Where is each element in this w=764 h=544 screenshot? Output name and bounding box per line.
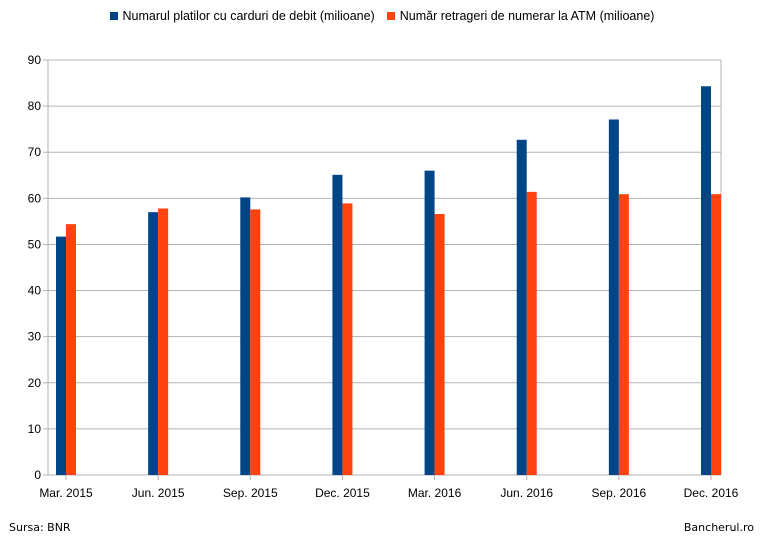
bar-card-payments [516, 139, 527, 475]
bar-card-payments [240, 197, 251, 475]
bar-atm-withdrawals [711, 194, 721, 475]
bar-card-payments [148, 212, 159, 475]
y-tick-label: 50 [28, 237, 42, 251]
y-tick-label: 20 [28, 376, 42, 390]
y-tick-label: 70 [28, 145, 42, 159]
brand-label: Bancherul.ro [683, 521, 754, 534]
chart-legend: Numarul platilor cu carduri de debit (mi… [0, 9, 764, 23]
legend-label: Număr retrageri de numerar la ATM (milio… [399, 9, 655, 23]
legend-swatch [386, 12, 395, 20]
x-tick-label: Dec. 2015 [315, 486, 370, 500]
y-tick-label: 0 [34, 468, 41, 482]
x-tick-label: Jun. 2015 [132, 486, 185, 500]
legend-item: Număr retrageri de numerar la ATM (milio… [386, 9, 655, 23]
bar-atm-withdrawals [158, 208, 169, 475]
bar-atm-withdrawals [526, 191, 537, 475]
x-tick-label: Dec. 2016 [684, 486, 739, 500]
bar-card-payments [701, 86, 711, 476]
legend-swatch [109, 12, 118, 20]
x-tick-label: Mar. 2015 [39, 486, 93, 500]
bar-card-payments [56, 236, 66, 475]
bar-atm-withdrawals [618, 194, 629, 475]
legend-item: Numarul platilor cu carduri de debit (mi… [109, 9, 375, 23]
x-tick-label: Jun. 2016 [500, 486, 553, 500]
bar-atm-withdrawals [66, 224, 76, 475]
bar-atm-withdrawals [434, 214, 445, 475]
bar-card-payments [332, 174, 343, 476]
y-tick-label: 60 [28, 191, 42, 205]
y-tick-label: 90 [28, 53, 42, 67]
y-tick-label: 40 [28, 284, 42, 298]
x-tick-label: Mar. 2016 [408, 486, 462, 500]
y-tick-label: 80 [28, 99, 42, 113]
bar-atm-withdrawals [342, 203, 353, 475]
x-tick-label: Sep. 2015 [223, 486, 278, 500]
bar-atm-withdrawals [250, 209, 261, 475]
bar-card-payments [608, 119, 619, 475]
legend-label: Numarul platilor cu carduri de debit (mi… [122, 9, 375, 23]
bar-card-payments [424, 170, 435, 475]
source-note: Sursa: BNR [9, 521, 71, 534]
bar-chart: 0 10 20 30 40 50 60 70 80 90 Mar. 2015 Jun. 2015 Sep… [28, 53, 739, 500]
y-tick-label: 30 [28, 330, 42, 344]
y-tick-label: 10 [28, 422, 42, 436]
x-tick-label: Sep. 2016 [591, 486, 646, 500]
